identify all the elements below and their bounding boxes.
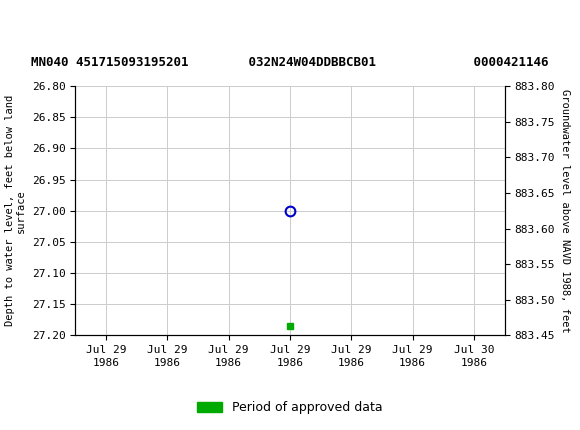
Text: MN040 451715093195201        032N24W04DDBBCB01             0000421146: MN040 451715093195201 032N24W04DDBBCB01 … [31,56,549,69]
FancyBboxPatch shape [7,3,48,36]
Y-axis label: Groundwater level above NAVD 1988, feet: Groundwater level above NAVD 1988, feet [560,89,570,332]
Legend: Period of approved data: Period of approved data [192,396,388,419]
Y-axis label: Depth to water level, feet below land
surface: Depth to water level, feet below land su… [5,95,26,326]
Text: USGS: USGS [53,9,117,29]
